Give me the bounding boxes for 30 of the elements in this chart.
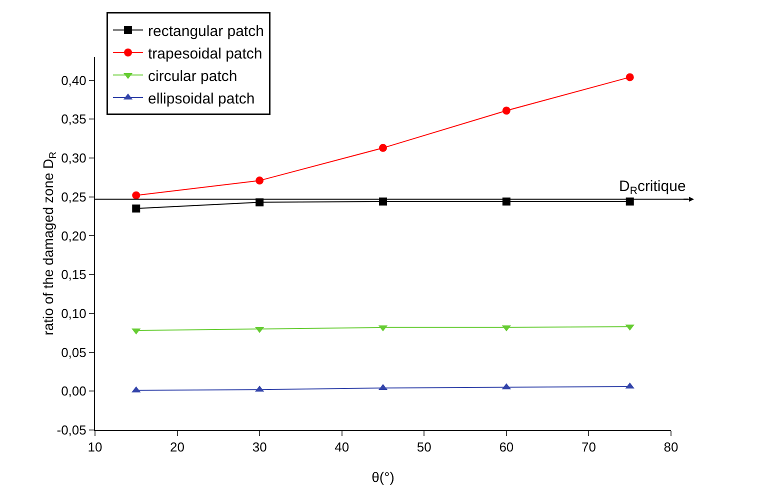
x-tick-label: 70 <box>581 440 596 455</box>
point <box>626 73 634 82</box>
x-tick-label: 10 <box>88 440 102 455</box>
y-tick-label: 0,35 <box>61 112 86 127</box>
ref-line-label: D$_{R}$critique <box>619 178 686 198</box>
y-tick-label: 0,05 <box>61 344 86 360</box>
x-tick-label: 50 <box>416 440 432 455</box>
point <box>379 144 387 152</box>
point <box>132 204 140 213</box>
y-tick-label: -0,05 <box>56 422 86 438</box>
y-tick-label: 0,25 <box>61 189 86 204</box>
x-tick-label: 30 <box>252 440 267 455</box>
y-tick-label: 0,40 <box>61 72 86 88</box>
x-tick-label: 20 <box>170 440 185 455</box>
x-tick-label: 80 <box>664 440 678 455</box>
point <box>256 176 264 185</box>
legend-label: circular patch <box>148 68 238 85</box>
y-tick-label: 0,20 <box>61 228 86 244</box>
y-tick-label: 0,00 <box>61 384 86 399</box>
x-tick-label: 60 <box>499 440 514 455</box>
x-tick-label: 40 <box>334 440 350 455</box>
x-axis-title: θ(°) <box>372 469 394 485</box>
y-tick-label: 0,15 <box>61 267 86 282</box>
legend-label: trapesoidal patch <box>148 45 262 62</box>
legend-label: ellipsoidal patch <box>148 90 255 108</box>
legend-label: rectangular patch <box>148 22 264 40</box>
point <box>502 106 510 115</box>
y-tick-label: 0,30 <box>61 150 86 166</box>
point <box>132 191 140 200</box>
y-tick-label: 0,10 <box>61 306 86 321</box>
